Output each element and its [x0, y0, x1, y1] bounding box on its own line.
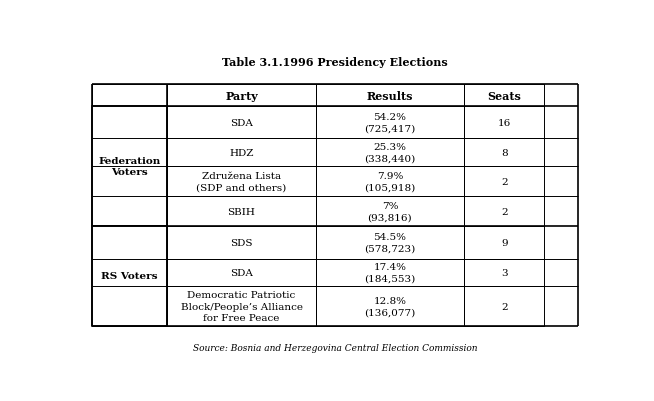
Bar — [316, 85, 464, 107]
Text: 54.2%
(725,417): 54.2% (725,417) — [364, 113, 415, 133]
Bar — [92, 259, 167, 286]
Text: SDA: SDA — [230, 268, 253, 277]
Bar — [316, 167, 464, 196]
Text: 9: 9 — [501, 238, 508, 247]
Bar — [464, 139, 544, 167]
Text: Seats: Seats — [487, 91, 521, 101]
Text: 2: 2 — [501, 302, 508, 311]
Bar — [167, 139, 316, 167]
Bar — [464, 227, 544, 259]
Bar — [316, 286, 464, 326]
Text: Democratic Patriotic
Block/People’s Alliance
for Free Peace: Democratic Patriotic Block/People’s Alli… — [181, 291, 303, 322]
Bar — [92, 139, 167, 167]
Bar — [167, 85, 316, 107]
Bar — [464, 107, 544, 139]
Bar — [316, 107, 464, 139]
Bar — [92, 85, 167, 107]
Text: 2: 2 — [501, 207, 508, 216]
Bar — [92, 286, 167, 326]
Text: SDA: SDA — [230, 118, 253, 128]
Bar — [167, 227, 316, 259]
Bar — [167, 107, 316, 139]
Bar — [92, 167, 167, 196]
Bar — [316, 139, 464, 167]
Text: 17.4%
(184,553): 17.4% (184,553) — [364, 263, 415, 283]
Bar — [167, 286, 316, 326]
Text: 3: 3 — [501, 268, 508, 277]
Text: 25.3%
(338,440): 25.3% (338,440) — [364, 143, 415, 163]
Text: Party: Party — [225, 91, 258, 101]
Text: SDS: SDS — [230, 238, 252, 247]
Text: Source: Bosnia and Herzegovina Central Election Commission: Source: Bosnia and Herzegovina Central E… — [193, 343, 477, 352]
Text: 7%
(93,816): 7% (93,816) — [368, 202, 412, 222]
Text: 8: 8 — [501, 148, 508, 157]
Text: 2: 2 — [501, 177, 508, 186]
Bar — [464, 259, 544, 286]
Bar — [464, 85, 544, 107]
Bar — [316, 227, 464, 259]
Bar — [464, 286, 544, 326]
Text: Združena Lista
(SDP and others): Združena Lista (SDP and others) — [196, 172, 286, 192]
Text: Federation
Voters: Federation Voters — [99, 157, 161, 177]
Bar — [464, 196, 544, 227]
Bar — [167, 259, 316, 286]
Bar — [316, 196, 464, 227]
Bar — [92, 227, 167, 326]
Text: HDZ: HDZ — [230, 148, 254, 157]
Bar — [92, 196, 167, 227]
Text: SBIH: SBIH — [228, 207, 256, 216]
Bar — [464, 167, 544, 196]
Text: Table 3.1.1996 Presidency Elections: Table 3.1.1996 Presidency Elections — [222, 57, 448, 67]
Bar — [92, 227, 167, 259]
Bar — [92, 107, 167, 227]
Text: 12.8%
(136,077): 12.8% (136,077) — [364, 296, 415, 316]
Bar — [167, 196, 316, 227]
Text: RS Voters: RS Voters — [101, 272, 158, 281]
Text: Results: Results — [367, 91, 413, 101]
Text: 54.5%
(578,723): 54.5% (578,723) — [364, 233, 415, 253]
Text: 16: 16 — [498, 118, 511, 128]
Bar — [167, 167, 316, 196]
Bar — [316, 259, 464, 286]
Text: 7.9%
(105,918): 7.9% (105,918) — [364, 172, 415, 192]
Bar — [92, 107, 167, 139]
